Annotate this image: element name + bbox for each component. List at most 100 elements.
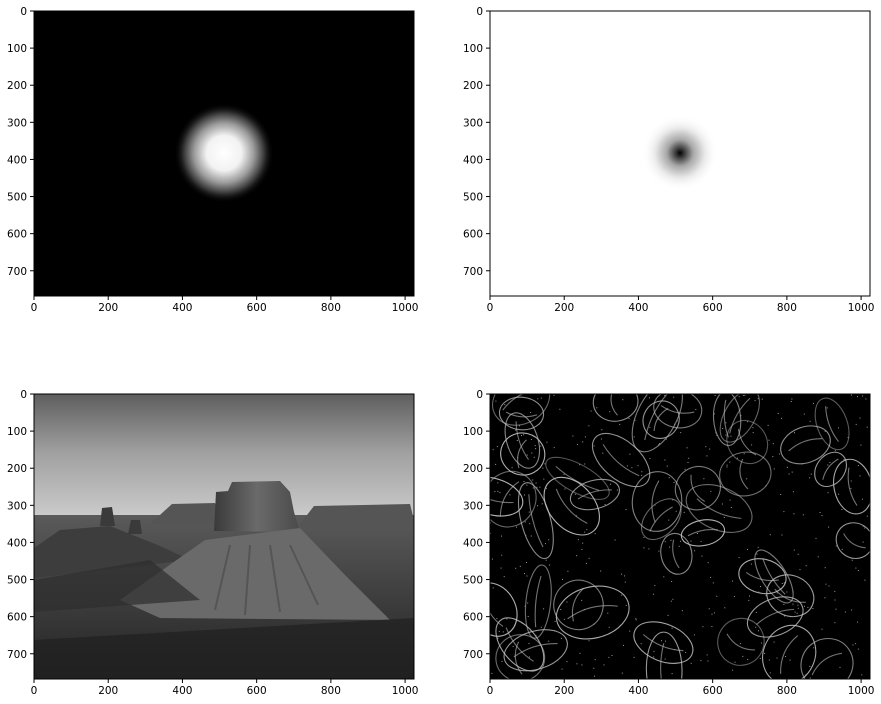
bean-crease <box>788 438 823 452</box>
edge-speckle <box>582 542 584 544</box>
x-tick-label: 400 <box>628 302 648 314</box>
butte-small <box>128 520 142 534</box>
edge-speckle <box>838 493 840 495</box>
edge-speckle <box>862 395 863 397</box>
bean-edge <box>503 629 568 672</box>
shadow-band-2 <box>34 618 414 679</box>
edge-speckle <box>824 430 826 432</box>
edge-speckle <box>743 453 745 455</box>
edge-speckle <box>821 628 823 630</box>
axes-frame-2 <box>489 10 871 297</box>
edge-speckle <box>755 626 757 628</box>
edge-speckle <box>577 539 579 541</box>
edge-speckle <box>625 509 627 511</box>
edge-speckle <box>671 627 673 629</box>
edge-speckle <box>653 593 654 595</box>
edge-speckle <box>722 428 724 429</box>
bean-crease <box>528 494 544 548</box>
edge-speckle <box>792 603 794 605</box>
bean-edge <box>754 549 794 604</box>
bean-edge <box>490 582 518 637</box>
edge-speckle <box>675 510 677 512</box>
edge-speckle <box>802 514 804 516</box>
edge-speckle <box>501 535 502 537</box>
edge-speckle <box>668 477 670 479</box>
edge-speckle <box>712 582 714 584</box>
bean-crease <box>534 575 542 628</box>
edge-speckle <box>792 491 794 493</box>
edge-speckle <box>793 513 795 515</box>
edge-speckle <box>600 570 602 572</box>
y-tick-label: 500 <box>463 192 483 204</box>
edge-speckle <box>524 521 526 523</box>
edge-speckle <box>602 452 604 454</box>
edge-speckle <box>653 650 655 652</box>
edge-speckle <box>497 637 499 639</box>
edge-speckle <box>541 503 543 505</box>
edge-speckle <box>751 444 753 446</box>
edge-speckle <box>713 413 715 415</box>
edge-speckle <box>777 413 779 414</box>
edge-speckle <box>501 660 503 662</box>
edge-speckle <box>758 591 760 593</box>
edge-speckle <box>608 626 610 628</box>
edge-speckle <box>649 397 650 399</box>
edge-speckle <box>585 562 587 564</box>
edge-speckle <box>511 467 513 469</box>
edge-speckle <box>786 466 788 468</box>
edge-speckle <box>634 419 636 421</box>
edge-speckle <box>758 630 759 632</box>
edge-speckle <box>614 539 616 541</box>
edge-speckle <box>690 662 692 664</box>
edge-speckle <box>797 604 799 606</box>
edge-speckle <box>526 484 528 486</box>
edges-image <box>490 394 870 679</box>
edge-speckle <box>750 563 752 565</box>
bean-crease <box>567 605 618 620</box>
bean-edge <box>490 476 524 517</box>
edge-speckle <box>544 463 546 465</box>
bean-edge <box>495 634 546 679</box>
bean-crease <box>602 444 640 477</box>
bean-edge <box>766 574 815 618</box>
edge-speckle <box>674 423 676 425</box>
edge-speckle <box>621 672 623 674</box>
edge-speckle <box>628 418 630 420</box>
edge-speckle <box>553 394 555 396</box>
edge-speckle <box>850 480 852 482</box>
edge-speckle <box>649 426 651 428</box>
edge-speckle <box>760 586 761 588</box>
edge-speckle <box>622 399 624 401</box>
shadow-band-1 <box>34 560 200 612</box>
edge-speckle <box>792 591 794 593</box>
edge-speckle <box>834 599 836 601</box>
edge-speckle <box>839 666 841 668</box>
edge-speckle <box>496 446 498 448</box>
edge-speckle <box>859 417 861 419</box>
edge-speckle <box>562 578 563 580</box>
edge-speckle <box>671 673 673 675</box>
edge-speckle <box>850 487 852 489</box>
edge-speckle <box>673 482 675 483</box>
edge-speckle <box>851 394 852 396</box>
edge-speckle <box>579 464 581 466</box>
bean-edge <box>814 451 848 488</box>
edge-speckle <box>575 515 577 517</box>
panel-lowpass-mask <box>34 11 414 296</box>
edge-speckle <box>810 473 812 475</box>
edge-speckle <box>545 487 547 489</box>
edge-speckle <box>695 409 697 410</box>
edge-speckle <box>669 546 671 548</box>
bean-edge <box>500 432 546 476</box>
y-tick-label: 400 <box>7 154 27 166</box>
edge-speckle <box>725 422 727 424</box>
y-tick-label: 0 <box>476 389 483 401</box>
edge-speckle <box>549 564 551 566</box>
edge-speckle <box>491 672 493 674</box>
edge-speckle <box>815 537 817 539</box>
edge-speckle <box>566 601 568 603</box>
edge-speckle <box>666 465 668 467</box>
edge-speckle <box>529 523 531 525</box>
edge-speckle <box>593 445 595 447</box>
